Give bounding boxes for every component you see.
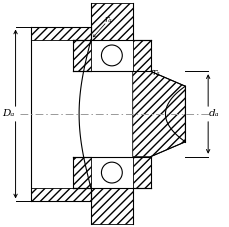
Circle shape (101, 162, 122, 183)
Polygon shape (73, 39, 91, 71)
Text: Dₐ: Dₐ (2, 109, 14, 118)
Polygon shape (91, 3, 132, 39)
Circle shape (101, 45, 122, 66)
Polygon shape (31, 188, 91, 201)
Text: rₐ: rₐ (152, 68, 159, 77)
Text: rₐ: rₐ (104, 15, 111, 24)
Polygon shape (31, 27, 91, 39)
Polygon shape (132, 157, 150, 188)
Polygon shape (91, 188, 132, 224)
Polygon shape (73, 157, 91, 188)
Polygon shape (132, 39, 150, 71)
Polygon shape (132, 71, 185, 157)
Text: dₐ: dₐ (208, 109, 219, 118)
